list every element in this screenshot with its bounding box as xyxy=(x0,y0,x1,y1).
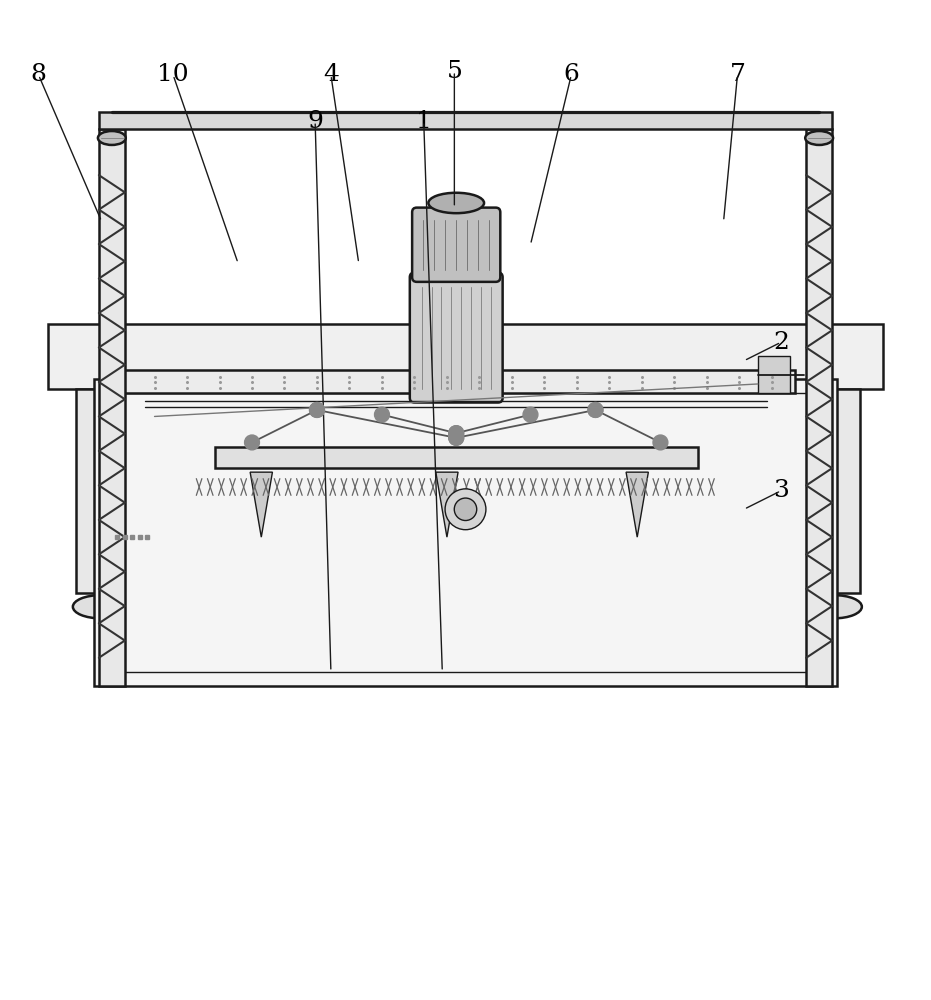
Circle shape xyxy=(588,403,603,417)
Ellipse shape xyxy=(806,595,862,618)
Circle shape xyxy=(523,407,538,422)
Text: 8: 8 xyxy=(31,63,47,86)
Circle shape xyxy=(245,435,260,450)
Circle shape xyxy=(454,498,477,521)
Bar xyxy=(94,379,837,686)
Bar xyxy=(679,389,730,593)
Circle shape xyxy=(310,403,324,417)
Bar xyxy=(758,356,790,393)
FancyBboxPatch shape xyxy=(410,273,503,403)
Circle shape xyxy=(449,430,464,445)
Ellipse shape xyxy=(676,595,732,618)
Bar xyxy=(99,129,125,686)
Text: 5: 5 xyxy=(447,60,463,83)
Bar xyxy=(47,324,884,389)
Text: 6: 6 xyxy=(563,63,579,86)
Bar xyxy=(215,447,697,468)
Ellipse shape xyxy=(98,131,126,145)
Circle shape xyxy=(588,403,603,417)
Ellipse shape xyxy=(428,193,484,213)
Text: 3: 3 xyxy=(773,479,789,502)
Polygon shape xyxy=(626,472,648,537)
Bar xyxy=(117,370,795,393)
Polygon shape xyxy=(436,472,458,537)
Ellipse shape xyxy=(203,595,259,618)
Ellipse shape xyxy=(805,131,833,145)
Circle shape xyxy=(445,489,486,530)
FancyBboxPatch shape xyxy=(412,208,500,282)
Ellipse shape xyxy=(433,455,498,481)
Circle shape xyxy=(449,426,464,441)
Circle shape xyxy=(449,430,464,445)
Bar xyxy=(99,112,832,129)
Text: 4: 4 xyxy=(323,63,339,86)
Circle shape xyxy=(374,407,389,422)
Text: 10: 10 xyxy=(157,63,189,86)
Ellipse shape xyxy=(73,595,128,618)
Text: 7: 7 xyxy=(730,63,746,86)
Bar xyxy=(809,389,860,593)
Bar xyxy=(806,129,832,686)
Bar xyxy=(117,393,814,672)
Text: 2: 2 xyxy=(773,331,789,354)
Bar xyxy=(75,389,127,593)
Circle shape xyxy=(449,426,464,441)
Text: 9: 9 xyxy=(307,110,323,133)
Circle shape xyxy=(310,403,324,417)
Bar xyxy=(252,389,679,454)
Circle shape xyxy=(653,435,668,450)
Bar xyxy=(206,389,257,593)
Text: 1: 1 xyxy=(416,110,432,133)
Polygon shape xyxy=(250,472,273,537)
